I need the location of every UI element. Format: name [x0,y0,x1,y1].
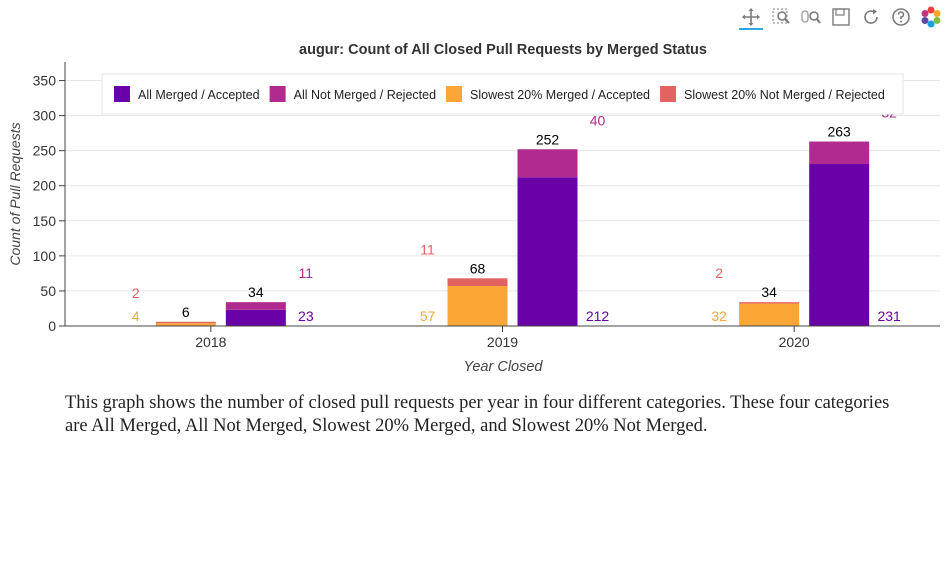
legend-label-slow-not-merged: Slowest 20% Not Merged / Rejected [684,88,885,102]
bar-chart: augur: Count of All Closed Pull Requests… [7,42,940,375]
pan-tool[interactable] [739,6,763,30]
wheel-zoom-tool[interactable] [799,6,823,30]
legend-box [101,73,904,115]
data-label-not-merged: 11 [299,265,314,281]
y-tick-label: 50 [40,283,56,299]
data-label-not-merged: 40 [590,112,606,128]
y-tick-label: 200 [33,178,57,194]
bar-slow-merged [739,303,800,326]
chart-title: augur: Count of All Closed Pull Requests… [299,42,707,58]
x-tick-label: 2019 [487,334,518,350]
y-tick-label: 250 [33,143,57,159]
data-label-slow-merged: 4 [132,308,140,324]
legend-swatch-slow-not-merged [660,86,677,102]
data-label-slow-not-merged: 2 [132,285,140,301]
legend-label-not-merged: All Not Merged / Rejected [294,88,436,102]
bar-not-merged [225,302,286,310]
bar-not-merged [809,141,870,164]
legend-swatch-merged [114,86,130,102]
box-zoom-tool[interactable] [769,6,793,30]
y-tick-label: 150 [33,213,57,229]
bar-merged [225,309,286,326]
y-axis-label: Count of Pull Requests [7,122,23,265]
total-label: 252 [536,131,560,147]
bokeh-logo-icon [921,6,941,28]
total-label: 34 [248,284,264,300]
data-labels: 642685711343223423112522124026323132 [132,105,901,324]
data-label-slow-not-merged: 11 [420,241,435,257]
y-tick-label: 0 [48,318,56,334]
box-zoom-tool-icon [772,8,790,24]
bar-slow-not-merged [155,321,216,324]
legend-label-slow-merged: Slowest 20% Merged / Accepted [470,88,650,102]
help-tool-icon [892,8,910,26]
total-label: 263 [827,124,851,140]
data-label-merged: 23 [298,308,314,324]
total-label: 34 [761,284,777,300]
bar-slow-not-merged [739,302,800,304]
data-label-slow-not-merged: 2 [715,265,723,281]
bar-slow-not-merged [447,278,508,287]
bar-merged [809,163,870,326]
legend-label-merged: All Merged / Accepted [138,88,260,102]
data-label-merged: 212 [586,308,610,324]
chart-description: This graph shows the number of closed pu… [65,393,890,436]
pan-tool-icon [742,8,760,26]
plot-toolbar [739,4,943,32]
legend: All Merged / Accepted All Not Merged / Re… [101,73,904,115]
bokeh-logo[interactable] [919,6,943,30]
data-label-slow-merged: 32 [711,308,727,324]
x-tick-label: 2018 [195,334,226,350]
y-tick-label: 300 [33,108,57,124]
y-tick-label: 100 [33,248,57,264]
reset-tool-icon [864,9,878,24]
bar-slow-merged [447,286,508,326]
wheel-zoom-tool-icon [801,10,821,24]
x-axis-label: Year Closed [464,359,544,375]
x-tick-label: 2020 [779,334,810,350]
axes: 0 50 100 150 200 250 300 350 2018 2019 2020 [33,62,940,350]
bars [155,141,870,326]
bar-slow-merged [155,323,216,326]
legend-swatch-not-merged [269,86,286,102]
total-label: 6 [182,304,190,320]
total-label: 68 [470,260,486,276]
save-tool-icon [832,8,850,26]
y-tick-label: 350 [33,73,57,89]
reset-tool[interactable] [859,6,883,30]
help-tool[interactable] [889,6,913,30]
data-label-merged: 231 [877,308,901,324]
save-tool[interactable] [829,6,853,30]
bar-not-merged [517,149,578,178]
legend-swatch-slow-merged [446,86,463,102]
bar-merged [517,177,578,326]
data-label-slow-merged: 57 [420,308,436,324]
